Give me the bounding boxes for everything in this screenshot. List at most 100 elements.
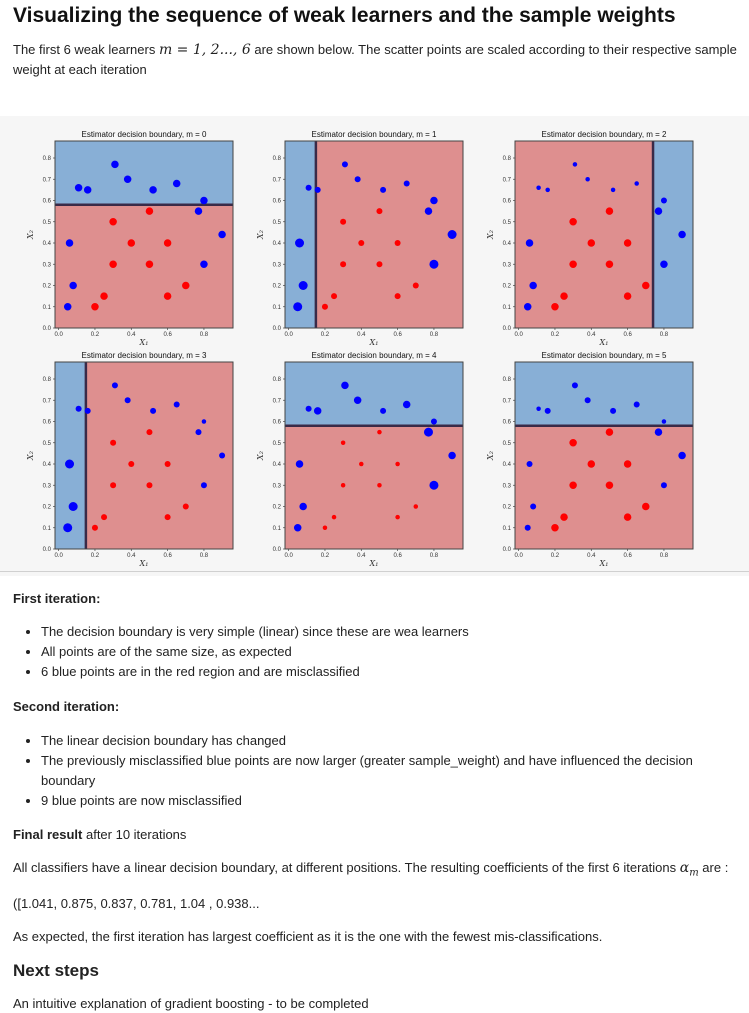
x-tick-label: 0.0: [284, 332, 293, 338]
coefficients-text: ([1.041, 0.875, 0.837, 0.781, 1.04 , 0.9…: [13, 896, 260, 911]
blue-point: [84, 407, 91, 414]
blue-point: [353, 396, 362, 404]
first-iteration-section: First iteration: The decision boundary i…: [13, 589, 737, 682]
region-upper: [285, 362, 463, 426]
y-axis-label: X₂: [26, 451, 35, 461]
blue-point: [200, 196, 208, 205]
red-point: [605, 207, 614, 215]
panel-title: Estimator decision boundary, m = 0: [81, 130, 207, 139]
x-tick-label: 0.2: [91, 553, 100, 559]
y-tick-label: 0.4: [43, 241, 52, 247]
expected-paragraph: As expected, the first iteration has lar…: [13, 927, 737, 946]
blue-point: [305, 184, 312, 191]
x-axis-label: X₁: [369, 559, 379, 568]
y-tick-label: 0.3: [273, 483, 282, 489]
blue-point: [74, 184, 83, 192]
y-tick-label: 0.4: [273, 462, 282, 468]
red-point: [340, 483, 346, 488]
region-lower: [515, 425, 693, 549]
x-tick-label: 0.6: [163, 553, 172, 559]
y-tick-label: 0.0: [43, 326, 52, 332]
blue-point: [447, 230, 457, 239]
y-axis-label: X₂: [486, 451, 495, 461]
classifiers-text-after: are :: [698, 860, 729, 875]
blue-point: [65, 459, 75, 469]
blue-point: [678, 230, 686, 239]
blue-point: [123, 175, 132, 183]
region-right: [85, 362, 233, 549]
second-iteration-section: Second iteration: The linear decision bo…: [13, 697, 737, 811]
red-point: [322, 525, 328, 530]
y-tick-label: 0.2: [43, 505, 52, 511]
x-tick-label: 0.2: [321, 332, 330, 338]
panel-0: Estimator decision boundary, m = 0 0.0 0.2…: [26, 130, 234, 347]
blue-point: [293, 524, 302, 532]
y-tick-label: 0.3: [273, 262, 282, 268]
first-iteration-list: The decision boundary is very simple (li…: [13, 622, 737, 682]
y-tick-label: 0.5: [43, 220, 52, 226]
alpha-subscript: m: [689, 867, 699, 879]
red-point: [100, 292, 108, 300]
panel-title: Estimator decision boundary, m = 5: [541, 351, 667, 360]
blue-point: [295, 460, 304, 468]
region-upper: [515, 362, 693, 426]
blue-point: [448, 451, 456, 460]
y-tick-label: 0.7: [273, 398, 282, 404]
red-point: [358, 240, 365, 246]
blue-point: [295, 238, 305, 248]
x-tick-label: 0.4: [587, 553, 596, 559]
y-axis-label: X₂: [26, 230, 35, 240]
y-tick-label: 0.7: [43, 177, 52, 183]
y-tick-label: 0.5: [273, 220, 282, 226]
y-tick-label: 0.5: [503, 220, 512, 226]
red-point: [377, 429, 382, 435]
y-tick-label: 0.8: [503, 377, 512, 383]
coefficients-line: ([1.041, 0.875, 0.837, 0.781, 1.04 , 0.9…: [13, 894, 737, 913]
blue-point: [536, 185, 541, 190]
red-point: [164, 461, 171, 467]
x-tick-label: 0.8: [430, 553, 439, 559]
intro-math: m = 1, 2..., 6: [158, 42, 251, 58]
plot-frame: [284, 140, 464, 329]
red-point: [569, 260, 577, 268]
blue-point: [173, 401, 180, 408]
blue-point: [201, 419, 207, 424]
red-point: [413, 504, 419, 509]
blue-point: [305, 405, 312, 412]
red-point: [146, 429, 153, 436]
region-left: [55, 362, 86, 549]
red-point: [623, 292, 632, 300]
weak-learners-figure: Estimator decision boundary, m = 0 0.0 0.2…: [26, 130, 694, 568]
blue-point: [200, 482, 207, 489]
plot-frame: [54, 361, 234, 550]
blue-point: [380, 186, 387, 193]
panel-title: Estimator decision boundary, m = 4: [311, 351, 437, 360]
blue-point: [314, 186, 321, 193]
blue-point: [194, 207, 203, 215]
red-point: [642, 281, 650, 290]
y-tick-label: 0.8: [43, 377, 52, 383]
blue-point: [525, 239, 534, 247]
blue-point: [529, 281, 537, 290]
red-point: [109, 218, 117, 226]
red-point: [394, 240, 401, 246]
panel-1: Estimator decision boundary, m = 1 0.0 0.2…: [256, 130, 464, 347]
x-tick-label: 0.8: [430, 332, 439, 338]
blue-point: [402, 400, 411, 409]
y-tick-label: 0.7: [503, 177, 512, 183]
red-point: [163, 239, 172, 247]
red-point: [331, 514, 337, 520]
y-tick-label: 0.5: [503, 441, 512, 447]
x-tick-label: 0.4: [127, 332, 136, 338]
blue-point: [298, 281, 308, 290]
red-point: [394, 293, 401, 300]
y-tick-label: 0.8: [273, 377, 282, 383]
blue-point: [313, 407, 322, 415]
red-point: [569, 481, 577, 489]
red-point: [110, 439, 117, 446]
x-tick-label: 0.8: [660, 553, 669, 559]
red-point: [163, 292, 172, 300]
y-tick-label: 0.3: [503, 262, 512, 268]
y-tick-label: 0.2: [273, 284, 282, 290]
red-point: [101, 514, 108, 521]
